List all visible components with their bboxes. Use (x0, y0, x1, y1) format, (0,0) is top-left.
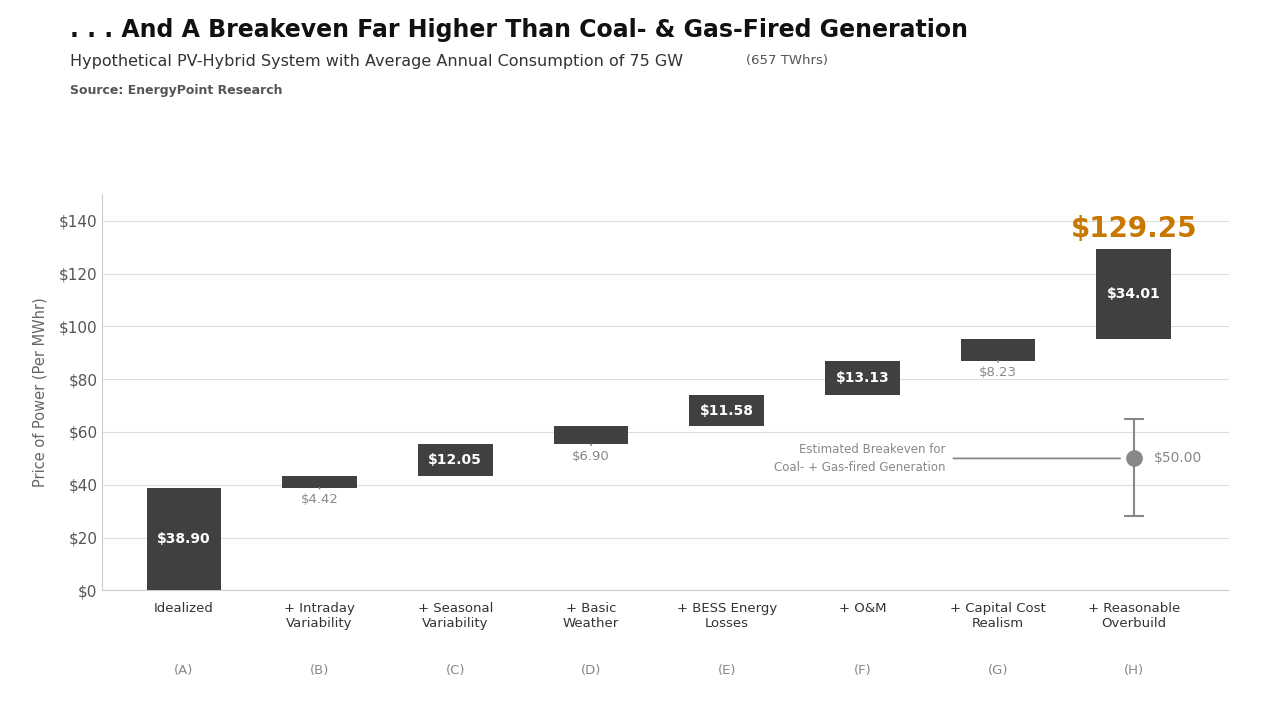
Text: (E): (E) (717, 665, 736, 678)
Text: Source: EnergyPoint Research: Source: EnergyPoint Research (70, 84, 283, 97)
Text: $129.25: $129.25 (1070, 215, 1197, 243)
Text: Estimated Breakeven for
Coal- + Gas-fired Generation: Estimated Breakeven for Coal- + Gas-fire… (773, 443, 945, 474)
Bar (1097, 249, 1171, 339)
Text: (B): (B) (310, 665, 329, 678)
Bar (826, 361, 900, 395)
Text: $13.13: $13.13 (836, 371, 890, 385)
Bar (419, 444, 493, 476)
Text: $8.23: $8.23 (979, 366, 1018, 379)
Text: (F): (F) (854, 665, 872, 678)
Bar (690, 395, 764, 426)
Bar (282, 476, 357, 487)
Text: $11.58: $11.58 (700, 404, 754, 418)
Text: (D): (D) (581, 665, 602, 678)
Text: $6.90: $6.90 (572, 449, 609, 462)
Text: . . . And A Breakeven Far Higher Than Coal- & Gas-Fired Generation: . . . And A Breakeven Far Higher Than Co… (70, 18, 969, 42)
Bar (554, 426, 628, 444)
Text: Hypothetical PV-Hybrid System with Average Annual Consumption of 75 GW: Hypothetical PV-Hybrid System with Avera… (70, 54, 684, 69)
Text: $34.01: $34.01 (1107, 287, 1161, 301)
Text: (A): (A) (174, 665, 193, 678)
Bar (961, 339, 1036, 361)
Text: $12.05: $12.05 (429, 453, 483, 467)
Text: (G): (G) (988, 665, 1009, 678)
Text: (657 TWhrs): (657 TWhrs) (746, 54, 828, 67)
Text: (H): (H) (1124, 665, 1144, 678)
Y-axis label: Price of Power (Per MWhr): Price of Power (Per MWhr) (33, 297, 47, 487)
Text: $38.90: $38.90 (157, 532, 211, 546)
Text: $4.42: $4.42 (301, 493, 338, 506)
Text: $50.00: $50.00 (1155, 451, 1202, 465)
Bar (146, 487, 221, 590)
Text: (C): (C) (445, 665, 465, 678)
